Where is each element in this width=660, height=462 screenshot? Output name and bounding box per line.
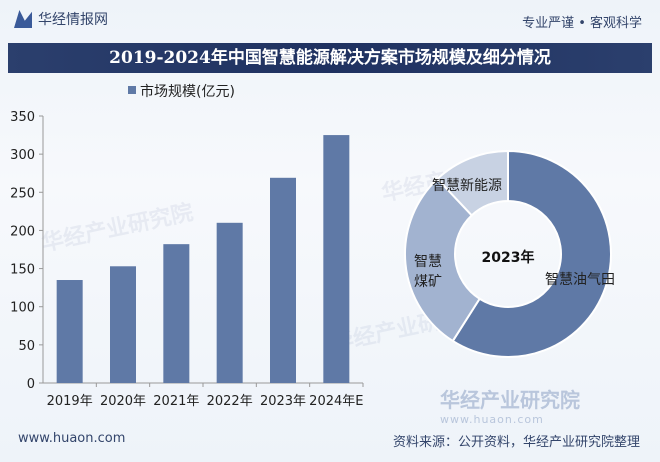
bar-2021年 (163, 244, 190, 383)
y-tick-label: 200 (10, 224, 35, 239)
legend-label: 市场规模(亿元) (140, 83, 235, 100)
bar-2019年 (56, 280, 83, 383)
x-tick-label: 2021年 (153, 394, 199, 409)
bar-2024年E (323, 135, 350, 383)
brand-name: 华经产业研究院 (440, 388, 580, 412)
footer-source: 资料来源：公开资料，华经产业研究院整理 (392, 435, 640, 450)
slice-label: 智慧油气田 (545, 272, 615, 288)
top-bar: 华经情报网 专业严谨 • 客观科学 (0, 0, 660, 38)
x-tick-label: 2024年E (309, 394, 363, 409)
y-tick-label: 0 (27, 377, 35, 392)
footer-website[interactable]: www.huaon.com (18, 431, 126, 446)
x-tick-label: 2019年 (47, 394, 93, 409)
donut-slice-智慧煤矿 (404, 177, 481, 343)
y-tick-label: 250 (10, 186, 35, 201)
bar-2020年 (110, 266, 136, 383)
donut-center-label: 2023年 (482, 249, 535, 266)
brand-watermark: 华经产业研究院 www.huaon.com (440, 384, 580, 426)
y-tick-label: 50 (18, 339, 35, 354)
bar-2022年 (216, 222, 243, 383)
y-tick-label: 350 (10, 110, 35, 125)
logo-text: 华经情报网 (38, 12, 108, 28)
donut-slice-智慧新能源 (436, 149, 509, 217)
brand-url: www.huaon.com (440, 413, 544, 426)
legend-swatch (128, 86, 136, 94)
logo: 华经情报网 (14, 9, 108, 29)
x-tick-label: 2020年 (100, 394, 146, 409)
x-tick-label: 2023年 (260, 394, 306, 409)
y-tick-label: 100 (10, 301, 35, 316)
chart-title: 2019-2024年中国智慧能源解决方案市场规模及细分情况 (8, 43, 652, 73)
y-tick-label: 300 (10, 148, 35, 163)
bar-2023年 (270, 177, 296, 383)
slice-label: 智慧新能源 (432, 178, 502, 194)
y-tick-label: 150 (10, 263, 35, 278)
slice-label-coal: 智慧煤矿 (414, 254, 442, 290)
donut-slice-智慧油气田 (451, 149, 612, 358)
slogan: 专业严谨 • 客观科学 (522, 16, 642, 31)
x-tick-label: 2022年 (207, 394, 253, 409)
